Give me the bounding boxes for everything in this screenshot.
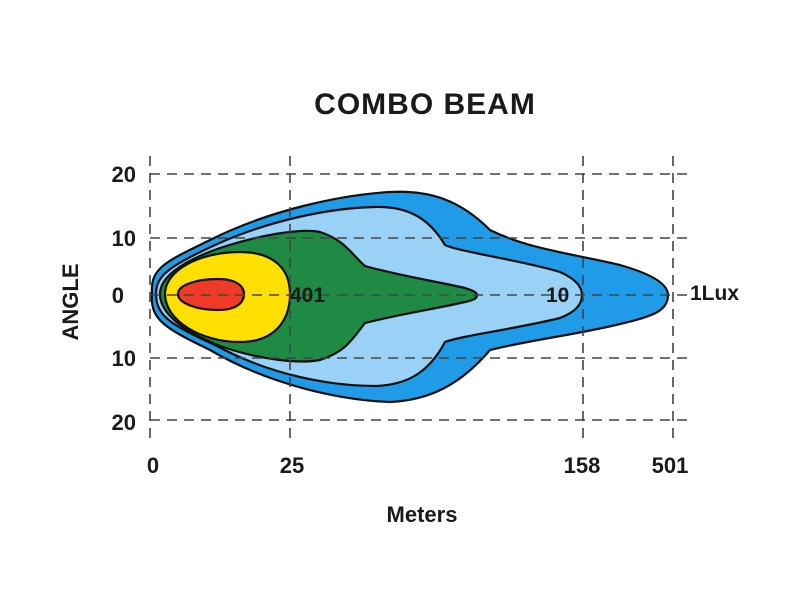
contour-label-10: 10 — [546, 284, 569, 307]
y-axis-label: ANGLE — [58, 264, 83, 341]
y-tick-labels: 20 10 0 10 20 — [112, 162, 136, 435]
chart-title: COMBO BEAM — [314, 88, 536, 121]
beam-contours — [150, 190, 670, 404]
contour-label-1lux: 1Lux — [690, 282, 739, 305]
x-tick-label: 158 — [564, 453, 601, 478]
y-tick-label: 20 — [112, 162, 136, 187]
contour-label-401: 401 — [290, 284, 325, 307]
y-tick-label: 10 — [112, 346, 136, 371]
y-tick-label: 0 — [112, 283, 124, 308]
x-tick-label: 501 — [652, 453, 689, 478]
y-tick-label: 20 — [112, 410, 136, 435]
x-axis-label: Meters — [387, 502, 458, 527]
x-tick-label: 25 — [280, 453, 304, 478]
x-tick-labels: 0 25 158 501 — [147, 453, 688, 478]
y-tick-label: 10 — [112, 226, 136, 251]
x-tick-label: 0 — [147, 453, 159, 478]
grid-lines — [149, 156, 690, 445]
